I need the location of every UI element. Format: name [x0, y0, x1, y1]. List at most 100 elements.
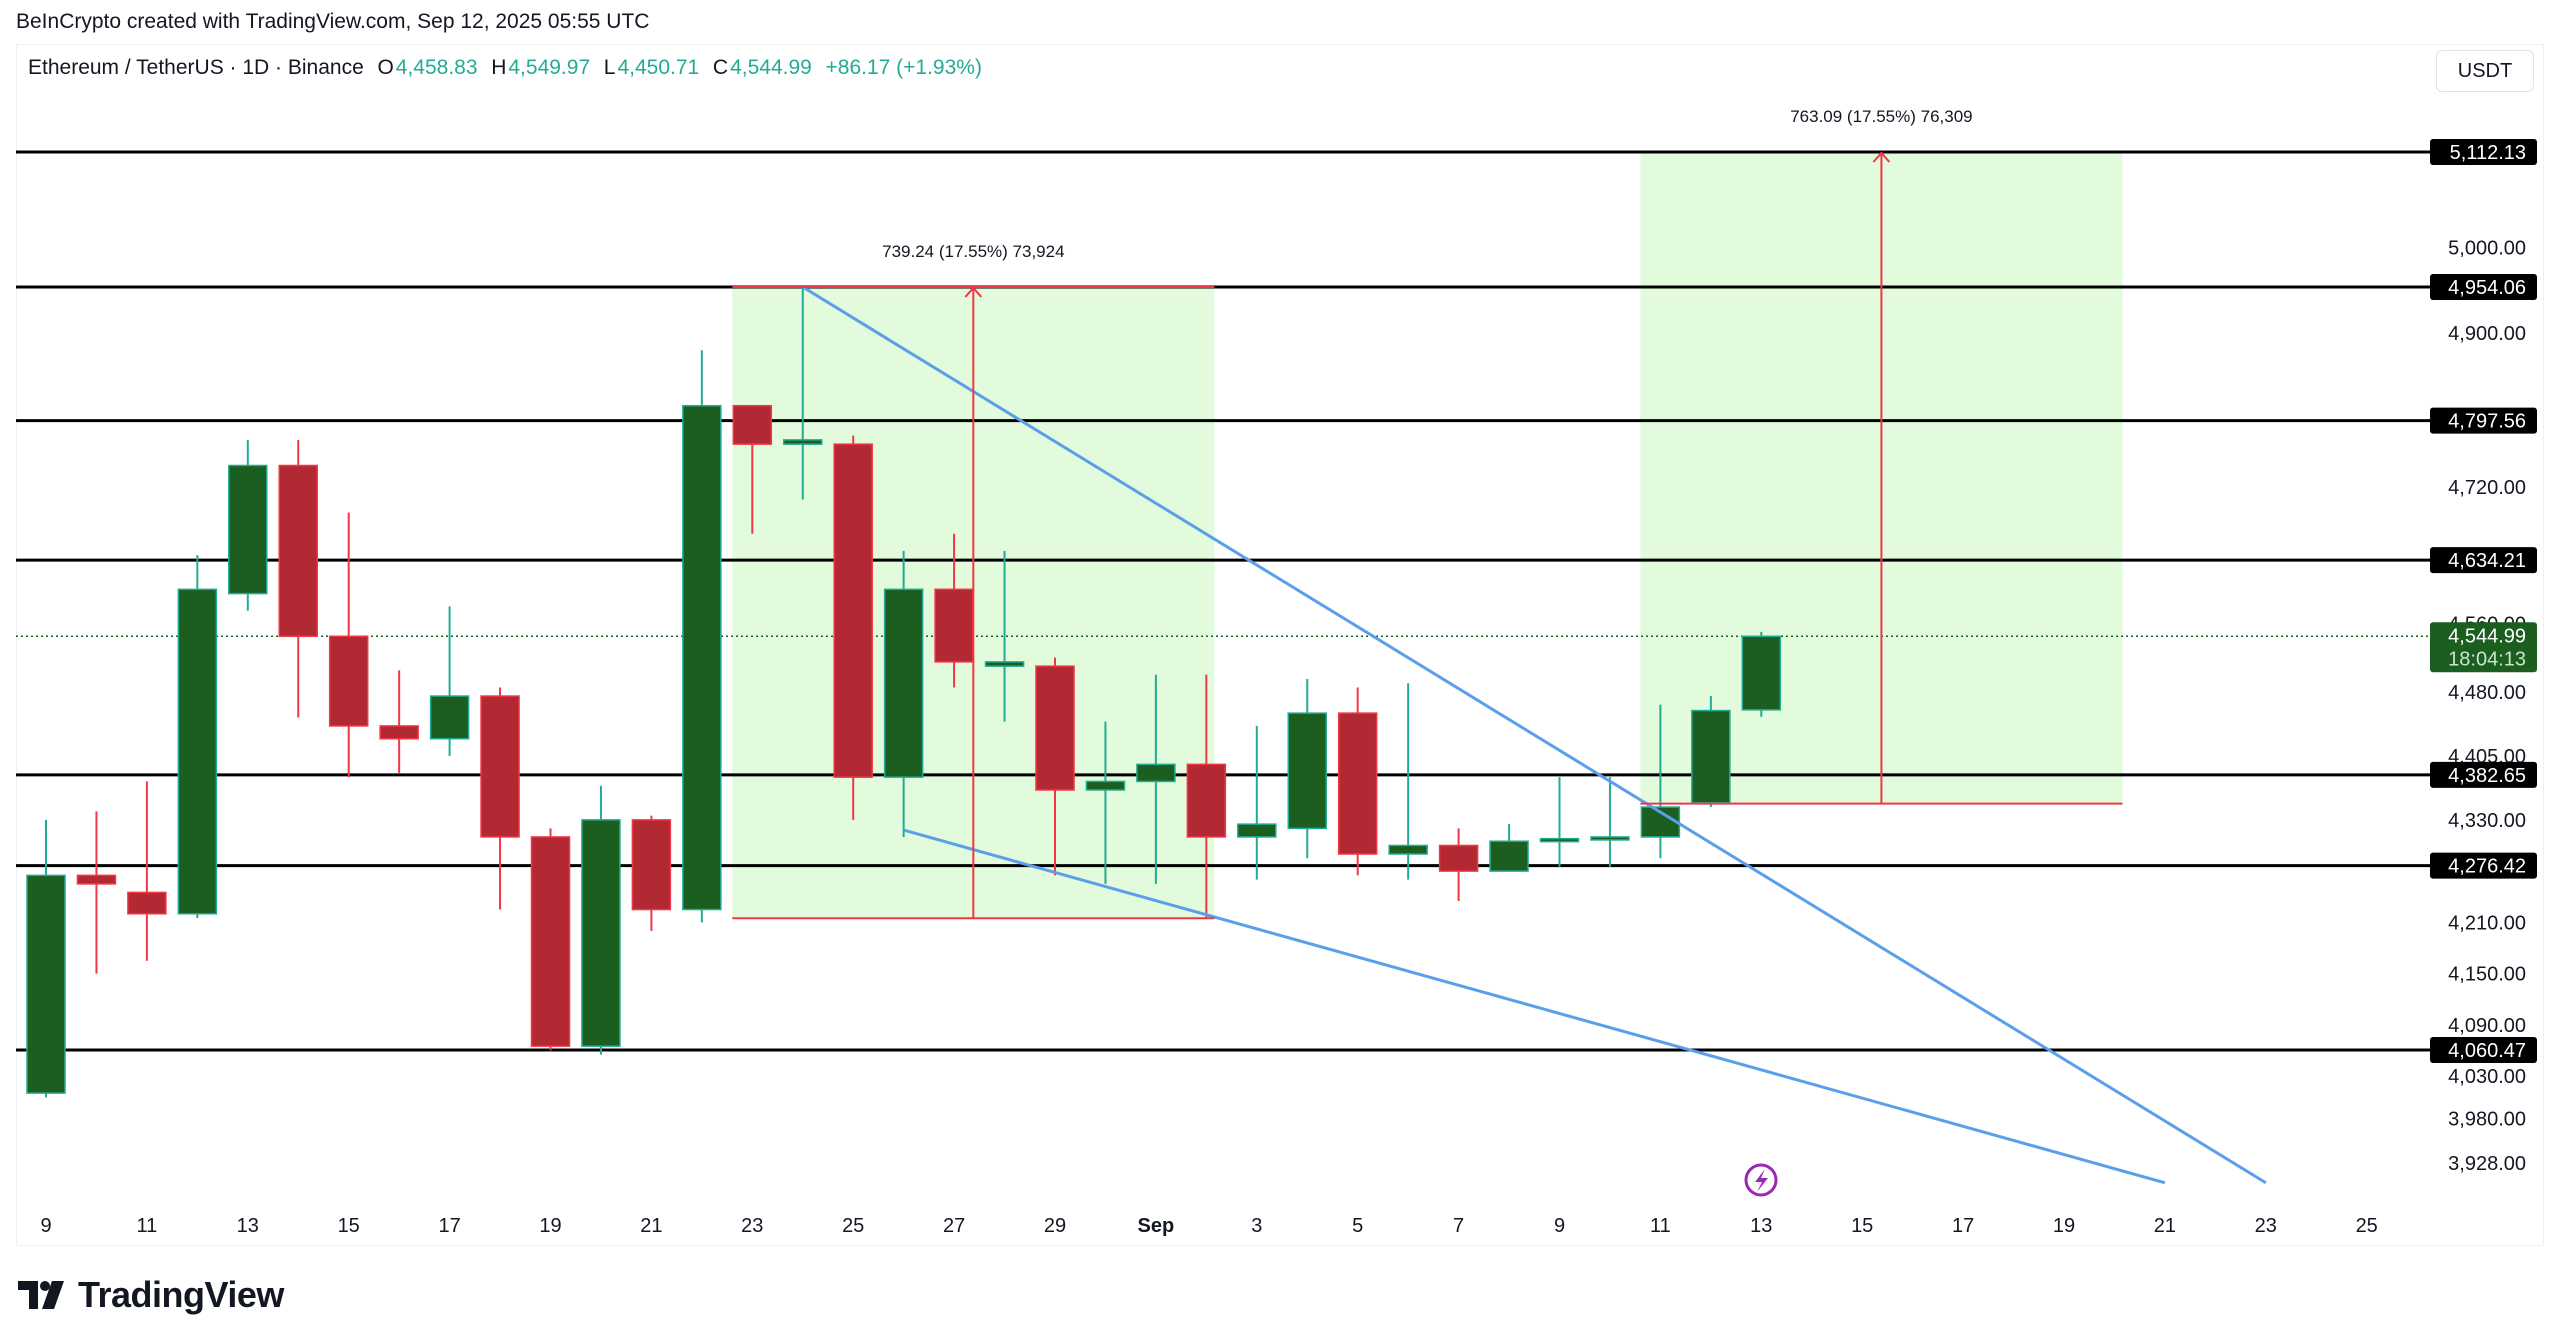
price-tick-label: 4,030.00: [2448, 1066, 2526, 1088]
price-tick-label: 4,150.00: [2448, 964, 2526, 986]
date-tick-label: 17: [438, 1215, 460, 1237]
candle[interactable]: [1590, 777, 1630, 867]
candle[interactable]: [530, 828, 571, 1051]
candle[interactable]: [1489, 824, 1529, 872]
candle[interactable]: [934, 533, 974, 688]
candle[interactable]: [1539, 777, 1580, 867]
candle[interactable]: [1186, 674, 1227, 919]
trendline-lower[interactable]: [903, 828, 2166, 1185]
candle-body: [1590, 836, 1630, 841]
candle-body: [732, 404, 773, 445]
measure-label: 739.24 (17.55%) 73,924: [882, 242, 1064, 261]
symbol-label[interactable]: Ethereum / TetherUS · 1D · Binance: [28, 56, 364, 79]
date-tick-label: 3: [1251, 1215, 1262, 1237]
candle-body: [1186, 763, 1227, 838]
measure-arrows: 739.24 (17.55%) 73,924 763.09 (17.55%) 76…: [732, 107, 2123, 920]
candle-body: [883, 588, 924, 778]
date-tick-label: 15: [338, 1215, 360, 1237]
candle-body: [1337, 712, 1378, 855]
candle-body: [1237, 823, 1277, 838]
candle[interactable]: [883, 550, 924, 837]
date-tick-label: 13: [237, 1215, 259, 1237]
candle[interactable]: [682, 350, 722, 923]
level-price-label: 4,797.56: [2448, 411, 2526, 433]
candle-body: [581, 819, 621, 1047]
time-axis: 9 11 13 15 17 19 21 23 25 27 29 Sep 3 5 7 9 11 13 15 17 19 21…: [40, 1215, 2377, 1237]
current-price-badge: [2430, 622, 2537, 673]
candle[interactable]: [480, 687, 520, 910]
trendline-upper[interactable]: [801, 285, 2267, 1185]
candle-body: [429, 695, 470, 740]
candle[interactable]: [76, 811, 117, 974]
date-tick-label: 15: [1851, 1215, 1873, 1237]
candle-body: [1741, 635, 1782, 711]
candle[interactable]: [429, 606, 470, 756]
candle-body: [783, 439, 823, 445]
candle[interactable]: [328, 512, 369, 778]
event-lightning-icon[interactable]: [1744, 1163, 1778, 1197]
price-tick-label: 4,720.00: [2448, 477, 2526, 499]
date-tick-label: 17: [1952, 1215, 1974, 1237]
candle-body: [1287, 712, 1327, 830]
candle-body: [1136, 763, 1176, 783]
candle[interactable]: [177, 555, 218, 919]
candle-body: [26, 874, 66, 1094]
price-tick-label: 4,480.00: [2448, 682, 2526, 704]
low-value: 4,450.71: [617, 56, 700, 79]
candle[interactable]: [1388, 683, 1428, 880]
candle[interactable]: [1035, 657, 1075, 876]
date-tick-label: 11: [1650, 1215, 1671, 1237]
candle[interactable]: [1085, 721, 1126, 884]
candle[interactable]: [732, 404, 773, 534]
candle[interactable]: [833, 435, 873, 820]
date-tick-label: 7: [1453, 1215, 1464, 1237]
candle[interactable]: [228, 439, 268, 611]
ohlc-legend: Ethereum / TetherUS · 1D · Binance O4,45…: [28, 56, 982, 79]
candle[interactable]: [127, 781, 167, 961]
candle-body: [1035, 665, 1075, 791]
candle[interactable]: [631, 815, 672, 931]
candle[interactable]: [1691, 696, 1731, 808]
candle[interactable]: [1287, 678, 1327, 859]
candle-body: [1489, 840, 1529, 872]
candle[interactable]: [26, 819, 66, 1098]
countdown-label: 18:04:13: [2448, 648, 2526, 670]
date-tick-label: 25: [842, 1215, 864, 1237]
candle[interactable]: [984, 550, 1025, 722]
currency-button[interactable]: USDT: [2436, 50, 2534, 92]
date-tick-label: 21: [640, 1215, 662, 1237]
candle-body: [833, 443, 873, 778]
price-tick-label: 4,090.00: [2448, 1015, 2526, 1037]
chart-panel[interactable]: [16, 44, 2544, 1246]
candle[interactable]: [783, 286, 823, 500]
date-tick-label: 21: [2154, 1215, 2176, 1237]
candle-body: [1539, 837, 1580, 843]
candle-body: [984, 661, 1025, 667]
candle-body: [1691, 709, 1731, 804]
candle-body: [934, 588, 974, 663]
date-tick-label: Sep: [1138, 1215, 1175, 1237]
candle-body: [76, 874, 117, 885]
price-tick-label: 3,980.00: [2448, 1109, 2526, 1131]
candle[interactable]: [1337, 687, 1378, 876]
price-tick-label: 5,000.00: [2448, 238, 2526, 260]
candle-body: [379, 725, 419, 740]
tradingview-logo[interactable]: TradingView: [18, 1274, 284, 1316]
candles: [26, 286, 1782, 1098]
price-axis: 5,000.004,900.004,720.004,560.004,480.00…: [2430, 139, 2537, 1175]
price-tick-label: 4,210.00: [2448, 912, 2526, 934]
candle[interactable]: [1237, 725, 1277, 880]
candle[interactable]: [1136, 674, 1176, 884]
tradingview-logo-text: TradingView: [78, 1274, 284, 1315]
date-tick-label: 19: [539, 1215, 561, 1237]
candle-body: [682, 404, 722, 911]
candle[interactable]: [1741, 632, 1782, 717]
candle[interactable]: [379, 670, 419, 773]
trendlines: [801, 285, 2267, 1185]
candle[interactable]: [1438, 828, 1479, 901]
candle[interactable]: [278, 439, 318, 718]
level-price-badge: [2430, 547, 2537, 574]
level-price-badge: [2430, 852, 2537, 879]
candle[interactable]: [581, 785, 621, 1055]
